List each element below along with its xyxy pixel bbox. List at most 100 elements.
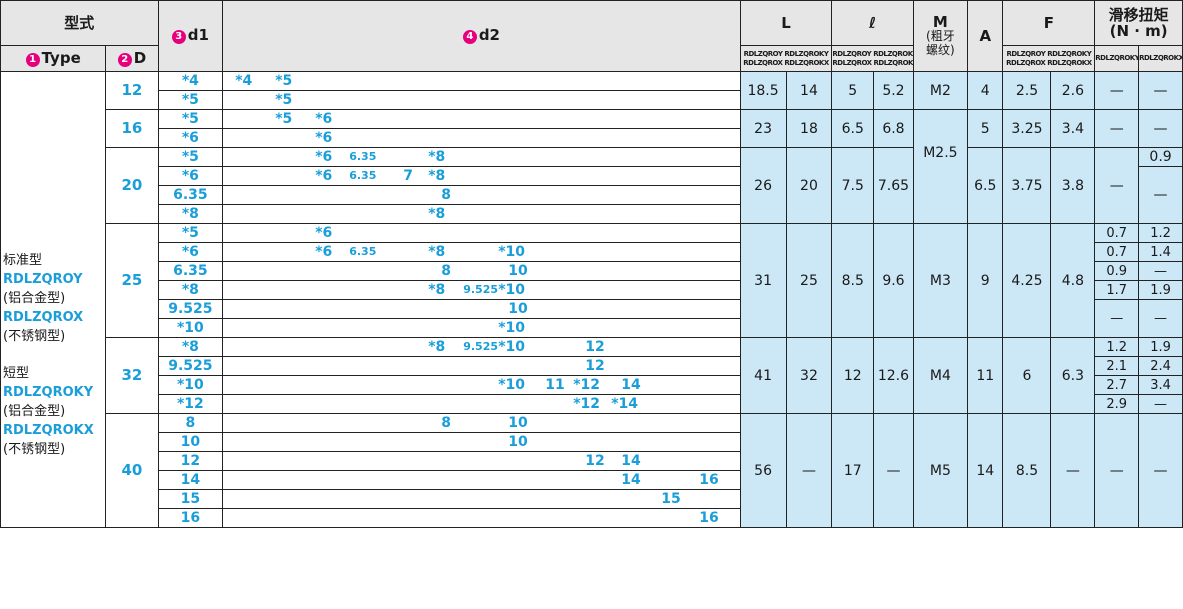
table-row: *10 *10 11 *12 14 2.7 3.4 <box>1 375 1183 395</box>
table-row: *6 *6 6.35 *8 *10 0.7 1.4 <box>1 242 1183 262</box>
d2-value: *6 <box>315 130 333 146</box>
torque2-value: 1.9 <box>1138 337 1183 357</box>
d1-value: *4 <box>157 71 224 91</box>
torque2-value: 1.4 <box>1138 242 1183 262</box>
d2-value: *14 <box>611 396 639 412</box>
table-row: 14 14 16 <box>1 470 1183 490</box>
table-row: 40 8 8 10 56—17— M5 14 8.5— — — <box>1 413 1183 528</box>
F1-value: 4.25 <box>1002 223 1052 338</box>
torque2-value: 0.9 <box>1138 147 1183 167</box>
d2-value: 14 <box>621 453 641 469</box>
torque2-value: 3.4 <box>1138 375 1183 395</box>
header-A: A <box>967 0 1004 72</box>
d2-values: *8 9.525 *10 <box>222 280 741 300</box>
torque1-value: 2.9 <box>1094 394 1140 414</box>
torque1-value: — <box>1094 71 1140 110</box>
l2-value: 7.65 <box>873 147 914 224</box>
header-F-sub: RDLZQROY RDLZQROKY RDLZQROX RDLZQROKX <box>1002 45 1096 72</box>
torque2-value: 2.4 <box>1138 356 1183 376</box>
F2-value: 3.8 <box>1050 147 1096 224</box>
d2-value: *10 <box>498 377 526 393</box>
d2-value: 10 <box>508 434 528 450</box>
M-value: M2 <box>912 71 969 110</box>
header-type: 1 Type <box>0 45 107 72</box>
F1-value: 3.25 <box>1002 109 1052 148</box>
d2-values: 8 <box>222 185 741 205</box>
L2-value: 18 <box>785 109 833 148</box>
d2-values: 14 16 <box>222 470 741 490</box>
L2-value: 32 <box>785 337 833 414</box>
type-short-x: RDLZQROKX <box>3 422 94 438</box>
header-torque-sub2: RDLZQROKX <box>1138 45 1183 72</box>
d2-value: 6.35 <box>349 169 377 182</box>
torque2-value: — <box>1138 394 1183 414</box>
d1-value: *5 <box>157 147 224 167</box>
d2-values: *4 *5 <box>222 71 741 91</box>
type-std-x-mat: (不锈钢型) <box>3 328 66 344</box>
table-row: 15 15 <box>1 489 1183 509</box>
torque1-value: — <box>1094 147 1140 224</box>
torque2-value: — <box>1138 413 1183 528</box>
d2-value: 9.525 <box>463 283 498 296</box>
F2-value: — <box>1050 413 1096 528</box>
d1-value: *8 <box>157 280 224 300</box>
torque1-value: 0.9 <box>1094 261 1140 281</box>
l1-value: 5 <box>831 71 875 110</box>
d2-value: 14 <box>621 377 641 393</box>
F2-value: 4.8 <box>1050 223 1096 338</box>
d1-value: 8 <box>157 413 224 433</box>
L2-value: — <box>785 413 833 528</box>
d1-value: *8 <box>157 204 224 224</box>
D-value: 20 <box>105 147 159 224</box>
d2-values: *10 11 *12 14 <box>222 375 741 395</box>
torque2-value: — <box>1138 166 1183 224</box>
F2-value: 3.4 <box>1050 109 1096 148</box>
L1-value: 23 <box>739 109 787 148</box>
d2-value: *5 <box>275 73 293 89</box>
d2-value: *8 <box>428 244 446 260</box>
table-row: 16 *5 *5 *6 23 18 6.5 6.8 M2.5 5 3.25 3.4— — <box>1 109 1183 224</box>
D-value: 25 <box>105 223 159 338</box>
d2-values: *5 *6 <box>222 109 741 129</box>
d2-value: 14 <box>621 472 641 488</box>
table-row: 32 *8 *8 9.525 *10 12 41 32 12 12.6 M4 11 6 6.3 1.2 1.9 <box>1 337 1183 414</box>
d2-value: 10 <box>508 415 528 431</box>
torque2-value: — <box>1138 109 1183 148</box>
d2-value: *6 <box>315 225 333 241</box>
d2-value: *5 <box>275 111 293 127</box>
d2-value: *6 <box>315 168 333 184</box>
d1-value: 6.35 <box>157 185 224 205</box>
d2-values: *6 6.35 7 *8 <box>222 166 741 186</box>
L2-value: 14 <box>785 71 833 110</box>
d2-value: *6 <box>315 149 333 165</box>
A-value: 4 <box>967 71 1004 110</box>
F1-value: 6 <box>1002 337 1052 414</box>
D-value: 40 <box>105 413 159 528</box>
A-value: 14 <box>967 413 1004 528</box>
d2-value: *10 <box>498 282 526 298</box>
d2-value: 8 <box>441 263 451 279</box>
type-std-x: RDLZQROX <box>3 309 84 325</box>
d2-value: *10 <box>498 320 526 336</box>
d2-value: 12 <box>585 358 605 374</box>
torque2-value: 1.2 <box>1138 223 1183 243</box>
d1-value: 16 <box>157 508 224 528</box>
type-short-y: RDLZQROKY <box>3 384 94 400</box>
torque1-value: 0.7 <box>1094 223 1140 243</box>
type-short-x-mat: (不锈钢型) <box>3 441 66 457</box>
F1-value: 2.5 <box>1002 71 1052 110</box>
header-M: M (粗牙 螺纹) <box>912 0 969 72</box>
table-row: 9.525 10 — — <box>1 299 1183 338</box>
L1-value: 31 <box>739 223 787 338</box>
d2-value: *8 <box>428 168 446 184</box>
header-L-sub: RDLZQROY RDLZQROKY RDLZQROX RDLZQROKX <box>739 45 833 72</box>
D-value: 16 <box>105 109 159 148</box>
A-value: 5 <box>967 109 1004 148</box>
torque1-value: 2.1 <box>1094 356 1140 376</box>
table-row: *8 *8 9.525 *10 1.7 1.9 <box>1 280 1183 300</box>
torque2-value: — <box>1138 261 1183 281</box>
d2-values: *10 <box>222 318 741 338</box>
l2-value: — <box>873 413 914 528</box>
d1-value: *12 <box>157 394 224 414</box>
d2-values: *6 <box>222 223 741 243</box>
